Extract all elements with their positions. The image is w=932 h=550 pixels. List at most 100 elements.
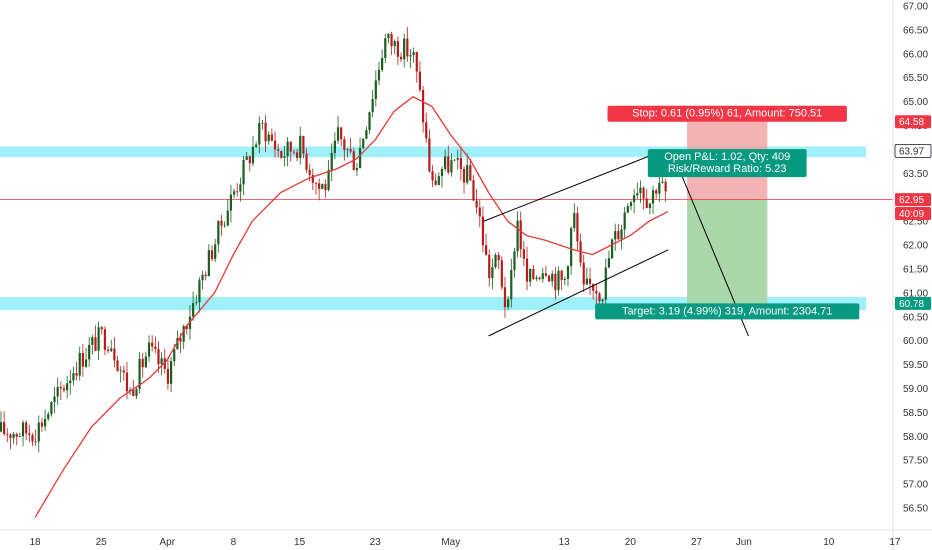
- candle-body: [192, 303, 195, 317]
- candle-body: [223, 225, 226, 227]
- candle-body: [525, 258, 529, 282]
- candle-body: [566, 266, 570, 279]
- price-tick-label: 57.50: [903, 456, 928, 467]
- candle-body: [358, 148, 362, 169]
- candle-body: [327, 169, 330, 191]
- candle-body: [106, 349, 110, 352]
- candle-body: [113, 348, 116, 361]
- candle-body: [286, 141, 289, 157]
- candle-body: [251, 146, 255, 164]
- candle-body: [132, 389, 135, 396]
- price-tick-label: 65.00: [903, 97, 928, 108]
- candle-body: [425, 122, 428, 139]
- candle-body: [311, 174, 314, 183]
- candle-body: [94, 337, 97, 351]
- channel-line-2[interactable]: [488, 249, 669, 337]
- time-tick-label: 27: [691, 537, 703, 548]
- candle-body: [84, 359, 88, 367]
- time-tick-label: 23: [370, 537, 382, 548]
- candle-body: [355, 168, 359, 171]
- candle-body: [302, 135, 305, 154]
- channel-line-1[interactable]: [483, 153, 655, 222]
- candle-body: [346, 149, 349, 151]
- candle-body: [198, 280, 201, 303]
- candle-body: [409, 55, 412, 57]
- candle-body: [258, 123, 261, 145]
- candle-body: [72, 373, 75, 381]
- candle-body: [0, 422, 3, 432]
- price-tick-label: 66.50: [903, 25, 928, 36]
- price-tick-label: 61.00: [903, 288, 928, 299]
- candle-body: [639, 187, 642, 194]
- candle-body: [18, 436, 21, 438]
- candle-body: [431, 171, 434, 181]
- candle-body: [135, 388, 138, 396]
- candle-body: [292, 151, 296, 153]
- candle-body: [381, 58, 384, 70]
- candle-body: [362, 138, 365, 149]
- price-tick-label: 60.50: [903, 312, 928, 323]
- candle-body: [220, 220, 223, 226]
- stop-label-text: Stop: 0.61 (0.95%) 61, Amount: 750.51: [632, 108, 822, 120]
- candle-body: [365, 130, 368, 139]
- candle-body: [21, 422, 25, 437]
- candle-body: [53, 396, 56, 403]
- candle-body: [40, 422, 44, 427]
- position-labels: Stop: 0.61 (0.95%) 61, Amount: 750.51 Ope…: [595, 105, 860, 320]
- candle-body: [349, 149, 352, 152]
- take-profit-area[interactable]: [687, 199, 768, 304]
- candle-body: [516, 220, 519, 252]
- price-tag-text: 40:09: [899, 209, 924, 220]
- time-axis[interactable]: 18 25 Apr 8 15 23 May 13 20 27 Jun 10 17: [29, 537, 901, 548]
- candle-body: [551, 273, 554, 282]
- candle-body: [450, 160, 453, 173]
- candle-body: [393, 41, 396, 47]
- candle-body: [648, 203, 651, 209]
- candle-body: [610, 239, 614, 259]
- candle-body: [179, 338, 182, 342]
- price-tag-box: [895, 206, 931, 220]
- candle-body: [607, 258, 611, 268]
- target-label-box: [595, 303, 860, 320]
- candle-body: [195, 302, 198, 304]
- candle-body: [456, 157, 459, 160]
- candle-body: [100, 327, 103, 330]
- candle-body: [374, 80, 377, 100]
- stop-label: Stop: 0.61 (0.95%) 61, Amount: 750.51: [607, 105, 847, 122]
- candle-body: [116, 360, 119, 372]
- candle-body: [163, 358, 166, 369]
- candle-body: [91, 337, 94, 345]
- candle-body: [626, 206, 629, 213]
- candle-body: [66, 383, 69, 391]
- target-label: Target: 3.19 (4.99%) 319, Amount: 2304.7…: [595, 303, 860, 320]
- candle-body: [412, 51, 415, 56]
- candle-body: [620, 229, 623, 240]
- price-tag-text: 63.97: [899, 146, 924, 157]
- candle-body: [305, 153, 308, 170]
- candle-body: [481, 216, 485, 246]
- candle-body: [245, 156, 248, 160]
- candle-body: [655, 190, 658, 194]
- candle-body: [472, 180, 475, 201]
- candle-body: [318, 183, 321, 189]
- time-tick-label: 15: [294, 537, 306, 548]
- candle-body: [255, 144, 258, 147]
- candle-body: [280, 150, 283, 158]
- time-tick-label: 13: [559, 537, 571, 548]
- candle-body: [141, 358, 144, 368]
- price-tick-label: 62.00: [903, 241, 928, 252]
- candle-body: [176, 338, 179, 350]
- price-tag: 63.97: [894, 143, 932, 158]
- price-tick-label: 58.00: [903, 432, 928, 443]
- candle-body: [333, 140, 336, 153]
- long-position-tool[interactable]: [687, 121, 768, 304]
- candle-body: [210, 250, 214, 259]
- candle-body: [440, 168, 444, 177]
- price-tag-box: [895, 296, 931, 310]
- candle-body: [538, 277, 541, 280]
- candle-body: [459, 157, 462, 169]
- candle-body: [585, 278, 588, 285]
- candle-body: [645, 198, 648, 209]
